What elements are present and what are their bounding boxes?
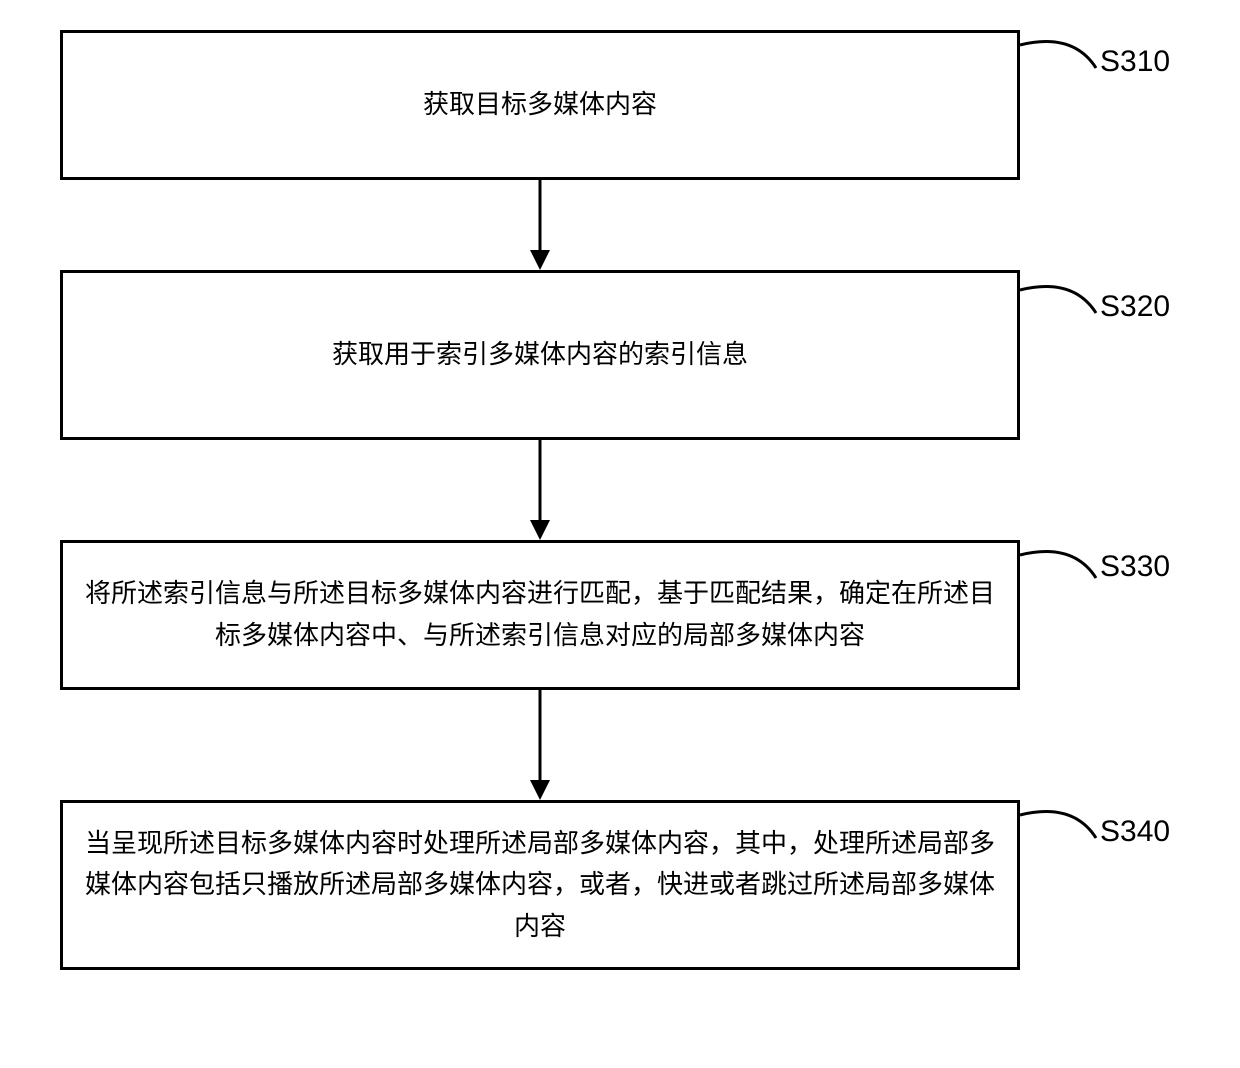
step-text: 获取用于索引多媒体内容的索引信息 [332,334,748,376]
step-box-s310: 获取目标多媒体内容 [60,30,1020,180]
arrow-2 [520,440,560,540]
step-label-s310: S310 [1100,45,1170,79]
step-id: S340 [1100,815,1170,848]
step-box-s320: 获取用于索引多媒体内容的索引信息 [60,270,1020,440]
step-label-s320: S320 [1100,290,1170,324]
step-text: 当呈现所述目标多媒体内容时处理所述局部多媒体内容，其中，处理所述局部多媒体内容包… [83,823,997,948]
step-text: 获取目标多媒体内容 [423,84,657,126]
curve-s310 [1018,30,1100,80]
step-label-s330: S330 [1100,550,1170,584]
curve-s330 [1018,540,1100,590]
curve-s320 [1018,275,1100,325]
flowchart-container: 获取目标多媒体内容 获取用于索引多媒体内容的索引信息 将所述索引信息与所述目标多… [0,0,1240,1068]
step-text: 将所述索引信息与所述目标多媒体内容进行匹配，基于匹配结果，确定在所述目标多媒体内… [83,573,997,656]
step-box-s340: 当呈现所述目标多媒体内容时处理所述局部多媒体内容，其中，处理所述局部多媒体内容包… [60,800,1020,970]
step-id: S330 [1100,550,1170,583]
arrow-3 [520,690,560,800]
step-box-s330: 将所述索引信息与所述目标多媒体内容进行匹配，基于匹配结果，确定在所述目标多媒体内… [60,540,1020,690]
arrow-1 [520,180,560,270]
step-id: S310 [1100,45,1170,78]
curve-s340 [1018,800,1100,850]
step-label-s340: S340 [1100,815,1170,849]
step-id: S320 [1100,290,1170,323]
